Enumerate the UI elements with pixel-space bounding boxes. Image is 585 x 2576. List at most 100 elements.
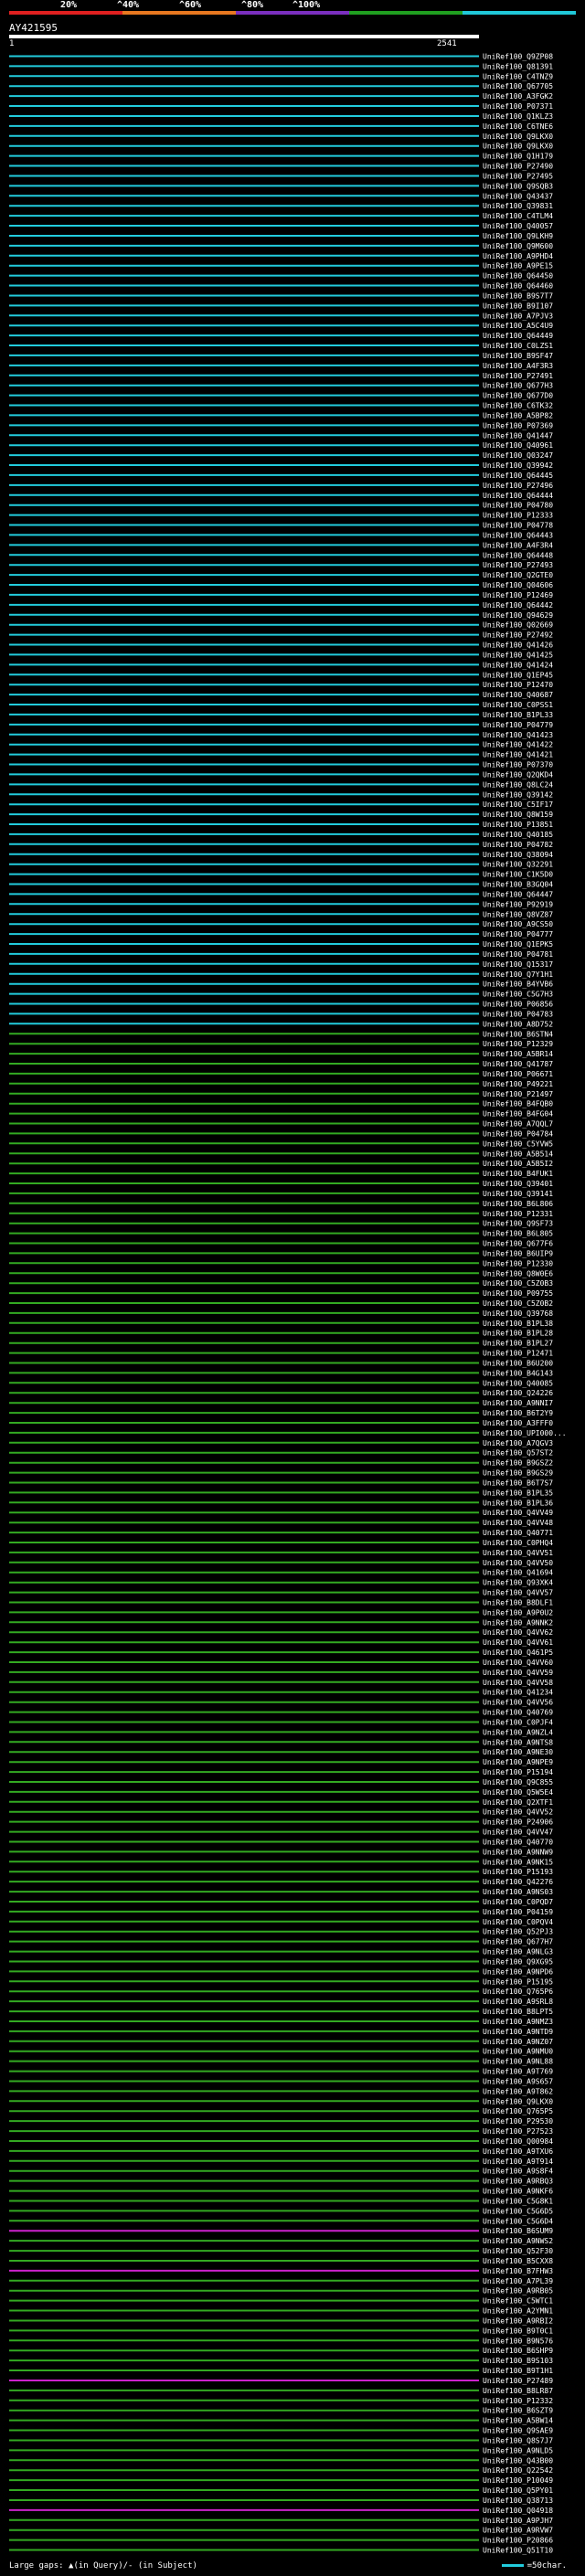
hit-id-label[interactable]: UniRef100_B6T7S7: [483, 1479, 553, 1488]
hit-row[interactable]: UniRef100_A7PJV3: [9, 312, 553, 320]
hit-row[interactable]: UniRef100_A9NLD5: [9, 2446, 553, 2454]
hit-row[interactable]: UniRef100_Q765P5: [9, 2107, 553, 2115]
hit-id-label[interactable]: UniRef100_A9NNI7: [483, 1399, 553, 1407]
hit-id-label[interactable]: UniRef100_P12471: [483, 1350, 553, 1358]
hit-id-label[interactable]: UniRef100_B4G143: [483, 1369, 553, 1377]
hit-id-label[interactable]: UniRef100_P12469: [483, 591, 553, 599]
hit-row[interactable]: UniRef100_Q4VV62: [9, 1628, 553, 1637]
hit-id-label[interactable]: UniRef100_B9S7T7: [483, 292, 553, 301]
hit-id-label[interactable]: UniRef100_Q39768: [483, 1309, 553, 1318]
hit-id-label[interactable]: UniRef100_Q4VV49: [483, 1509, 553, 1517]
hit-row[interactable]: UniRef100_A3FGK2: [9, 92, 553, 101]
hit-row[interactable]: UniRef100_Q8LC24: [9, 780, 553, 789]
hit-id-label[interactable]: UniRef100_Q42276: [483, 1878, 553, 1886]
hit-row[interactable]: UniRef100_Q41234: [9, 1689, 553, 1697]
hit-row[interactable]: UniRef100_Q4VV52: [9, 1808, 553, 1817]
hit-row[interactable]: UniRef100_Q64444: [9, 492, 553, 500]
hit-id-label[interactable]: UniRef100_B9N576: [483, 2337, 553, 2345]
hit-row[interactable]: UniRef100_A9S657: [9, 2078, 553, 2086]
hit-id-label[interactable]: UniRef100_A9NKF6: [483, 2188, 553, 2196]
hit-id-label[interactable]: UniRef100_Q4VV60: [483, 1659, 553, 1667]
hit-row[interactable]: UniRef100_A9CS50: [9, 920, 553, 928]
hit-id-label[interactable]: UniRef100_Q64449: [483, 332, 553, 340]
hit-row[interactable]: UniRef100_A9NPE9: [9, 1758, 553, 1766]
hit-row[interactable]: UniRef100_P04784: [9, 1129, 553, 1138]
hit-row[interactable]: UniRef100_Q40769: [9, 1709, 553, 1717]
hit-id-label[interactable]: UniRef100_Q02669: [483, 621, 553, 630]
hit-id-label[interactable]: UniRef100_A9P0U2: [483, 1608, 553, 1617]
hit-row[interactable]: UniRef100_P12470: [9, 681, 553, 689]
hit-row[interactable]: UniRef100_Q02669: [9, 621, 553, 630]
hit-row[interactable]: UniRef100_A4F3R3: [9, 362, 553, 370]
hit-row[interactable]: UniRef100_A9NZL4: [9, 1728, 553, 1736]
hit-id-label[interactable]: UniRef100_A7QGV3: [483, 1439, 553, 1447]
hit-row[interactable]: UniRef100_Q43437: [9, 192, 553, 200]
hit-id-label[interactable]: UniRef100_B6UIP9: [483, 1249, 553, 1257]
hit-id-label[interactable]: UniRef100_P27493: [483, 561, 553, 569]
hit-row[interactable]: UniRef100_P27493: [9, 561, 553, 569]
hit-row[interactable]: UniRef100_Q40185: [9, 831, 553, 839]
hit-row[interactable]: UniRef100_C6TK32: [9, 402, 553, 410]
hit-row[interactable]: UniRef100_Q39401: [9, 1180, 553, 1188]
hit-row[interactable]: UniRef100_Q64450: [9, 272, 553, 281]
hit-row[interactable]: UniRef100_B1PL35: [9, 1489, 553, 1497]
hit-row[interactable]: UniRef100_P12333: [9, 512, 553, 520]
hit-id-label[interactable]: UniRef100_A8D752: [483, 1020, 553, 1028]
hit-id-label[interactable]: UniRef100_P49221: [483, 1080, 553, 1088]
hit-row[interactable]: UniRef100_B6T2Y9: [9, 1409, 553, 1417]
hit-id-label[interactable]: UniRef100_Q57ST2: [483, 1449, 553, 1458]
hit-row[interactable]: UniRef100_P27491: [9, 372, 553, 380]
hit-id-label[interactable]: UniRef100_Q32291: [483, 861, 553, 869]
hit-id-label[interactable]: UniRef100_Q9SQB3: [483, 182, 553, 190]
hit-row[interactable]: UniRef100_Q4VV50: [9, 1559, 553, 1567]
hit-id-label[interactable]: UniRef100_Q52F30: [483, 2247, 553, 2255]
hit-row[interactable]: UniRef100_P27489: [9, 2377, 553, 2385]
hit-row[interactable]: UniRef100_Q461P5: [9, 1648, 553, 1657]
hit-id-label[interactable]: UniRef100_Q39942: [483, 461, 553, 470]
hit-id-label[interactable]: UniRef100_P92919: [483, 900, 553, 908]
hit-row[interactable]: UniRef100_Q41447: [9, 431, 553, 440]
hit-row[interactable]: UniRef100_Q677F6: [9, 1240, 553, 1248]
hit-id-label[interactable]: UniRef100_A9TXU6: [483, 2147, 553, 2156]
hit-id-label[interactable]: UniRef100_B8DLF1: [483, 1599, 553, 1607]
hit-id-label[interactable]: UniRef100_A5B514: [483, 1150, 553, 1158]
hit-id-label[interactable]: UniRef100_A9CS50: [483, 920, 553, 928]
hit-row[interactable]: UniRef100_B6STN4: [9, 1030, 553, 1038]
hit-row[interactable]: UniRef100_P04781: [9, 950, 553, 959]
hit-id-label[interactable]: UniRef100_C4TLM4: [483, 212, 553, 220]
hit-id-label[interactable]: UniRef100_A5B5I2: [483, 1160, 553, 1168]
hit-id-label[interactable]: UniRef100_Q9LKX0: [483, 143, 553, 151]
hit-row[interactable]: UniRef100_P04779: [9, 721, 553, 729]
hit-id-label[interactable]: UniRef100_B1PL38: [483, 1320, 553, 1328]
hit-id-label[interactable]: UniRef100_A9S657: [483, 2078, 553, 2086]
hit-id-label[interactable]: UniRef100_C5IF17: [483, 800, 553, 809]
hit-row[interactable]: UniRef100_Q15317: [9, 960, 553, 969]
hit-id-label[interactable]: UniRef100_Q00984: [483, 2137, 553, 2146]
hit-row[interactable]: UniRef100_C0PQV4: [9, 1918, 553, 1926]
hit-row[interactable]: UniRef100_Q9LKX0: [9, 2097, 553, 2105]
hit-row[interactable]: UniRef100_Q52PJ3: [9, 1928, 553, 1936]
hit-id-label[interactable]: UniRef100_P12329: [483, 1040, 553, 1048]
hit-row[interactable]: UniRef100_Q9SAE9: [9, 2427, 553, 2435]
hit-row[interactable]: UniRef100_Q4VV58: [9, 1679, 553, 1687]
hit-row[interactable]: UniRef100_Q40770: [9, 1839, 553, 1847]
hit-id-label[interactable]: UniRef100_Q22542: [483, 2466, 553, 2475]
hit-id-label[interactable]: UniRef100_B1PL27: [483, 1340, 553, 1348]
hit-id-label[interactable]: UniRef100_Q64444: [483, 492, 553, 500]
hit-id-label[interactable]: UniRef100_B6U200: [483, 1360, 553, 1368]
hit-id-label[interactable]: UniRef100_C5Z0B2: [483, 1299, 553, 1308]
hit-id-label[interactable]: UniRef100_Q41425: [483, 651, 553, 659]
hit-id-label[interactable]: UniRef100_Q677H3: [483, 382, 553, 390]
hit-row[interactable]: UniRef100_P06671: [9, 1070, 553, 1078]
hit-id-label[interactable]: UniRef100_P13851: [483, 821, 553, 829]
hit-row[interactable]: UniRef100_Q4VV48: [9, 1519, 553, 1527]
hit-id-label[interactable]: UniRef100_C5G6D4: [483, 2217, 553, 2225]
hit-row[interactable]: UniRef100_P21497: [9, 1090, 553, 1098]
hit-id-label[interactable]: UniRef100_P07369: [483, 421, 553, 429]
hit-row[interactable]: UniRef100_Q41694: [9, 1569, 553, 1577]
hit-id-label[interactable]: UniRef100_Q41787: [483, 1060, 553, 1068]
hit-row[interactable]: UniRef100_Q9XG95: [9, 1958, 553, 1966]
hit-row[interactable]: UniRef100_A9NE30: [9, 1748, 553, 1756]
hit-id-label[interactable]: UniRef100_C5G7H3: [483, 991, 553, 999]
hit-id-label[interactable]: UniRef100_Q4VV59: [483, 1669, 553, 1677]
